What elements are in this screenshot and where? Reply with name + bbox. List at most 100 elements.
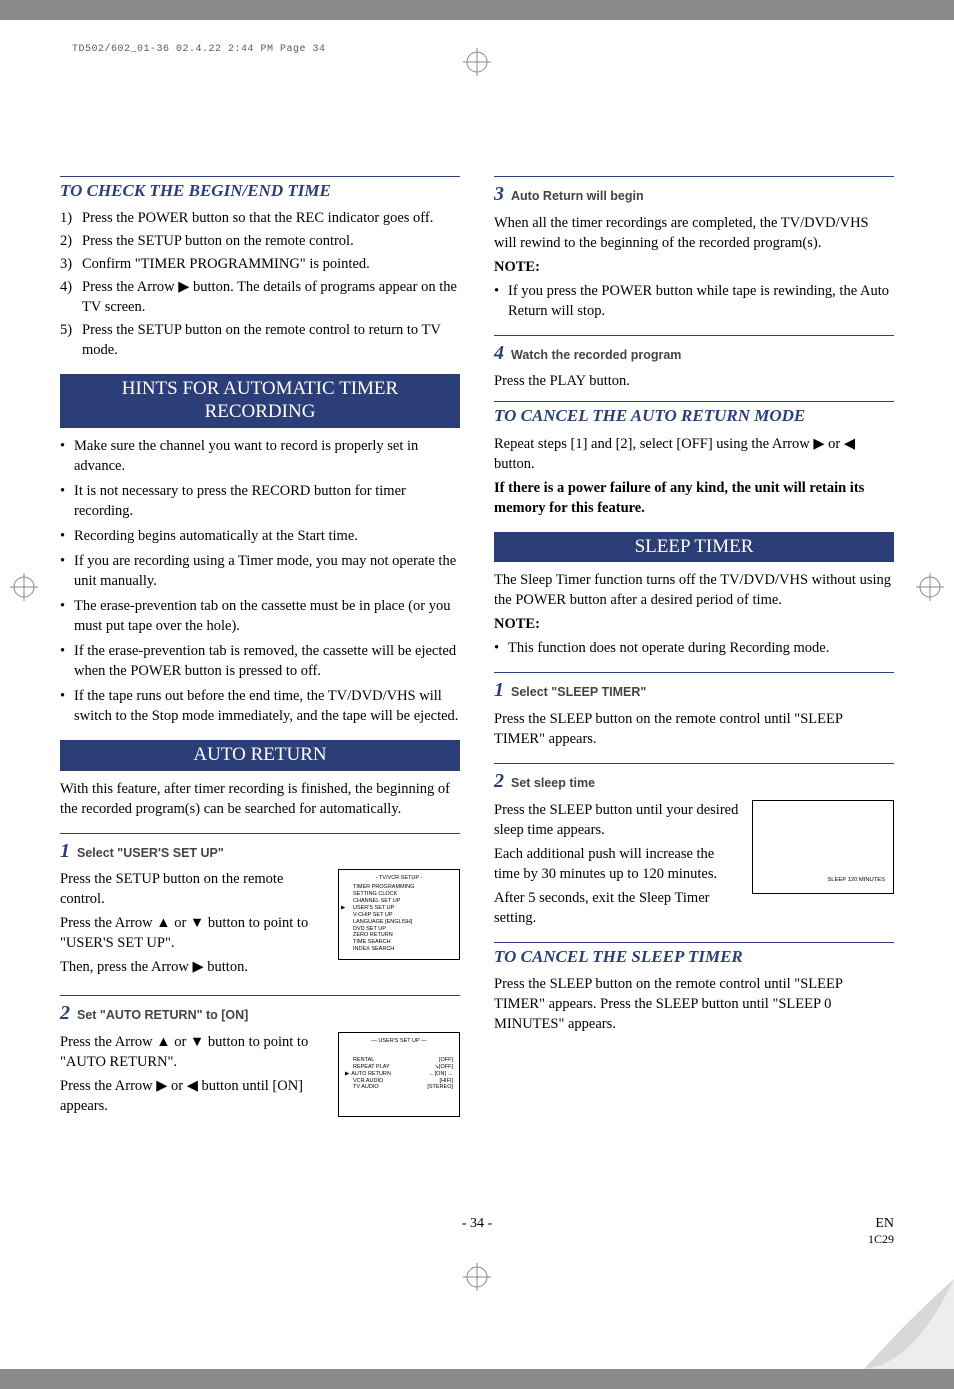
body-text: Press the Arrow ▲ or ▼ button to point t… xyxy=(60,913,326,953)
osd-menu-item: CHANNEL SET UP xyxy=(345,898,453,905)
osd-user-setup: — USER'S SET UP — RENTAL[OFF]REPEAT PLAY… xyxy=(338,1032,460,1117)
osd-title: — USER'S SET UP — xyxy=(345,1038,453,1045)
step-number: 1 xyxy=(60,838,70,866)
note-list: •If you press the POWER button while tap… xyxy=(494,281,894,321)
body-text: Press the SETUP button on the remote con… xyxy=(60,869,326,909)
crop-mark-icon xyxy=(916,573,944,601)
list-text: Confirm "TIMER PROGRAMMING" is pointed. xyxy=(82,254,370,274)
step-label: Auto Return will begin xyxy=(511,188,644,205)
body-text: Repeat steps [1] and [2], select [OFF] u… xyxy=(494,434,894,474)
list-text: If you are recording using a Timer mode,… xyxy=(74,551,460,591)
step-heading: 1 Select "SLEEP TIMER" xyxy=(494,672,894,705)
osd-menu-item: INDEX SEARCH xyxy=(345,946,453,953)
body-text: Press the SLEEP button until your desire… xyxy=(494,800,740,840)
page-footer: - 34 - EN 1C29 xyxy=(60,1216,894,1247)
section-bar: AUTO RETURN xyxy=(60,740,460,771)
list-num: 3) xyxy=(60,254,82,274)
body-text: With this feature, after timer recording… xyxy=(60,779,460,819)
osd-menu-row: ▶AUTO RETURN←[ON] → xyxy=(345,1071,453,1078)
list-num: 1) xyxy=(60,208,82,228)
body-text: Press the PLAY button. xyxy=(494,371,894,391)
body-text: Press the Arrow ▲ or ▼ button to point t… xyxy=(60,1032,326,1072)
osd-menu-row: VCR AUDIO[HIFI] xyxy=(345,1078,453,1085)
list-text: Recording begins automatically at the St… xyxy=(74,526,358,546)
section-bar: SLEEP TIMER xyxy=(494,532,894,563)
list-text: Press the SETUP button on the remote con… xyxy=(82,320,460,360)
crop-mark-icon xyxy=(463,48,491,76)
footer-code: 1C29 xyxy=(868,1232,894,1247)
step-number: 1 xyxy=(494,677,504,705)
section-title: TO CANCEL THE SLEEP TIMER xyxy=(494,942,894,968)
body-text: Then, press the Arrow ▶ button. xyxy=(60,957,326,977)
osd-menu-item: ▶USER'S SET UP xyxy=(345,905,453,912)
crop-mark-icon xyxy=(463,1263,491,1291)
section-title: TO CHECK THE BEGIN/END TIME xyxy=(60,176,460,202)
content-columns: TO CHECK THE BEGIN/END TIME 1)Press the … xyxy=(60,176,894,1120)
body-text: If there is a power failure of any kind,… xyxy=(494,478,894,518)
list-text: Press the SETUP button on the remote con… xyxy=(82,231,354,251)
body-text: When all the timer recordings are comple… xyxy=(494,213,894,253)
step-heading: 2 Set sleep time xyxy=(494,763,894,796)
list-text: Make sure the channel you want to record… xyxy=(74,436,460,476)
osd-menu-row: RENTAL[OFF] xyxy=(345,1057,453,1064)
osd-menu-item: TIME SEARCH xyxy=(345,939,453,946)
list-num: 4) xyxy=(60,277,82,317)
step-label: Watch the recorded program xyxy=(511,347,681,364)
list-text: If the erase-prevention tab is removed, … xyxy=(74,641,460,681)
left-column: TO CHECK THE BEGIN/END TIME 1)Press the … xyxy=(60,176,460,1120)
step-number: 4 xyxy=(494,340,504,368)
step-label: Set sleep time xyxy=(511,775,595,792)
step-number: 3 xyxy=(494,181,504,209)
print-header: TD502/602_01-36 02.4.22 2:44 PM Page 34 xyxy=(72,44,326,55)
section-title: TO CANCEL THE AUTO RETURN MODE xyxy=(494,401,894,427)
step-label: Select "SLEEP TIMER" xyxy=(511,684,646,701)
list-text: It is not necessary to press the RECORD … xyxy=(74,481,460,521)
osd-setup-menu: - TV/VCR SETUP - TIMER PROGRAMMINGSETTIN… xyxy=(338,869,460,960)
body-text: Press the Arrow ▶ or ◀ button until [ON]… xyxy=(60,1076,326,1116)
right-column: 3 Auto Return will begin When all the ti… xyxy=(494,176,894,1120)
list-num: 5) xyxy=(60,320,82,360)
step-number: 2 xyxy=(494,768,504,796)
page-curl-icon xyxy=(864,1279,954,1369)
step-heading: 2 Set "AUTO RETURN" to [ON] xyxy=(60,995,460,1028)
osd-menu-row: TV AUDIO[STEREO] xyxy=(345,1084,453,1091)
osd-menu-item: ZERO RETURN xyxy=(345,932,453,939)
footer-lang: EN xyxy=(875,1216,894,1231)
list-text: This function does not operate during Re… xyxy=(508,638,829,658)
list-text: If the tape runs out before the end time… xyxy=(74,686,460,726)
body-text: The Sleep Timer function turns off the T… xyxy=(494,570,894,610)
list-text: Press the Arrow ▶ button. The details of… xyxy=(82,277,460,317)
step-label: Select "USER'S SET UP" xyxy=(77,845,224,862)
step-heading: 1 Select "USER'S SET UP" xyxy=(60,833,460,866)
body-text: After 5 seconds, exit the Sleep Timer se… xyxy=(494,888,740,928)
osd-menu-item: LANGUAGE [ENGLISH] xyxy=(345,919,453,926)
osd-sleep-display: SLEEP 120 MINUTES xyxy=(752,800,894,894)
note-list: •This function does not operate during R… xyxy=(494,638,894,658)
note-label: NOTE: xyxy=(494,614,894,634)
list-text: If you press the POWER button while tape… xyxy=(508,281,894,321)
list-num: 2) xyxy=(60,231,82,251)
step-label: Set "AUTO RETURN" to [ON] xyxy=(77,1007,248,1024)
hints-list: •Make sure the channel you want to recor… xyxy=(60,436,460,726)
body-text: Press the SLEEP button on the remote con… xyxy=(494,709,894,749)
osd-title: - TV/VCR SETUP - xyxy=(345,875,453,882)
osd-menu-item: DVD SET UP xyxy=(345,926,453,933)
step-heading: 4 Watch the recorded program xyxy=(494,335,894,368)
step-heading: 3 Auto Return will begin xyxy=(494,176,894,209)
page-number: - 34 - xyxy=(462,1216,492,1232)
step-number: 2 xyxy=(60,1000,70,1028)
check-steps-list: 1)Press the POWER button so that the REC… xyxy=(60,208,460,360)
osd-menu-item: TIMER PROGRAMMING xyxy=(345,884,453,891)
list-text: Press the POWER button so that the REC i… xyxy=(82,208,433,228)
note-label: NOTE: xyxy=(494,257,894,277)
osd-text: SLEEP 120 MINUTES xyxy=(827,877,885,885)
manual-page: TD502/602_01-36 02.4.22 2:44 PM Page 34 … xyxy=(0,20,954,1369)
body-text: Each additional push will increase the t… xyxy=(494,844,740,884)
section-bar: HINTS FOR AUTOMATIC TIMER RECORDING xyxy=(60,374,460,428)
osd-menu-item: SETTING CLOCK xyxy=(345,891,453,898)
crop-mark-icon xyxy=(10,573,38,601)
osd-menu-item: V-CHIP SET UP xyxy=(345,912,453,919)
body-text: Press the SLEEP button on the remote con… xyxy=(494,974,894,1034)
osd-menu-row: REPEAT PLAY↘[OFF] xyxy=(345,1064,453,1071)
list-text: The erase-prevention tab on the cassette… xyxy=(74,596,460,636)
